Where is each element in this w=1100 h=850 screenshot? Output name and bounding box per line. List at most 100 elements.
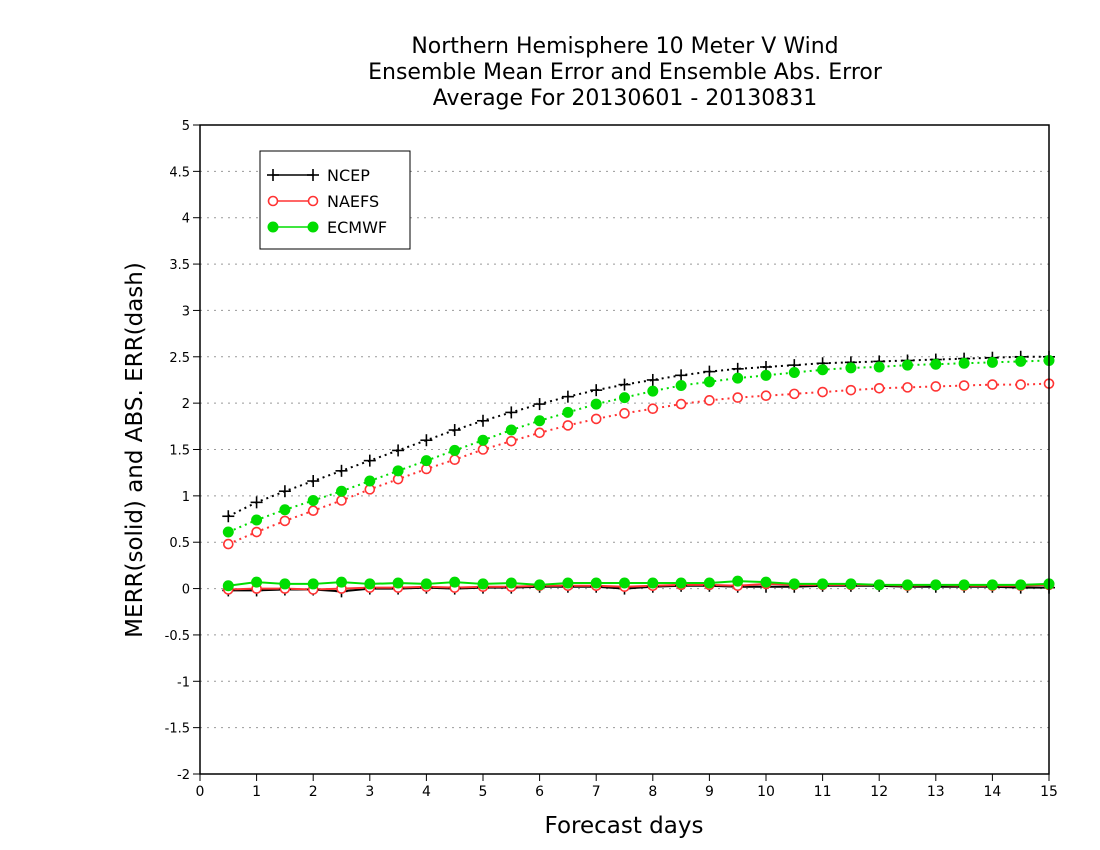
ecmwf-mean-error-point xyxy=(392,577,404,589)
x-tick-label: 11 xyxy=(814,784,832,800)
y-tick-label: 1 xyxy=(182,490,190,505)
ecmwf-abs-error-point xyxy=(364,475,376,487)
ecmwf-mean-error-point xyxy=(788,578,800,590)
naefs-abs-error-point xyxy=(505,435,517,447)
ecmwf-abs-error-point xyxy=(958,357,970,369)
naefs-abs-error-point xyxy=(788,388,800,400)
ncep-abs-error-point xyxy=(703,365,716,378)
ecmwf-mean-error-point xyxy=(222,580,234,592)
y-tick-label: -1.5 xyxy=(165,722,190,737)
x-tick-label: 5 xyxy=(479,784,488,800)
naefs-abs-error-point xyxy=(732,392,744,403)
y-tick-label: 4 xyxy=(182,212,190,227)
x-tick-label: 2 xyxy=(309,784,318,800)
naefs-abs-error-point xyxy=(449,454,461,465)
naefs-abs-error-point xyxy=(930,381,942,392)
naefs-abs-error-point xyxy=(958,380,970,391)
ecmwf-abs-error-point xyxy=(477,434,489,446)
naefs-abs-error-point xyxy=(562,420,574,431)
naefs-abs-error-point xyxy=(477,444,489,455)
legend-naefs-label: NAEFS xyxy=(327,192,379,211)
x-tick-label: 6 xyxy=(535,784,544,800)
legend-ncep-marker-right xyxy=(307,169,319,181)
ecmwf-mean-error-point xyxy=(477,578,489,590)
ecmwf-abs-error-point xyxy=(675,380,687,392)
ncep-abs-error-point xyxy=(420,434,433,447)
naefs-abs-error-point xyxy=(760,390,772,402)
ecmwf-abs-error-point xyxy=(449,444,461,456)
ecmwf-mean-error-point xyxy=(873,579,885,591)
naefs-abs-error-point xyxy=(1015,379,1027,390)
ncep-abs-error-point xyxy=(448,424,461,437)
series-layer xyxy=(222,350,1055,598)
ncep-abs-error-point xyxy=(533,398,546,411)
ecmwf-abs-error-point xyxy=(251,514,263,526)
y-tick-label: 3 xyxy=(182,304,190,319)
ecmwf-abs-error-point xyxy=(703,376,715,388)
legend: NCEP NAEFS ECMWF xyxy=(259,150,411,250)
ncep-abs-error-line xyxy=(227,355,1049,518)
naefs-abs-error-point xyxy=(647,403,659,415)
legend-naefs-marker-left xyxy=(267,195,279,207)
ecmwf-abs-error-point xyxy=(505,424,517,436)
legend-ncep-label: NCEP xyxy=(327,166,370,185)
naefs-abs-error-point xyxy=(675,398,687,410)
naefs-abs-error-point xyxy=(590,413,602,425)
ecmwf-mean-error-point xyxy=(336,576,347,588)
naefs-abs-error-point xyxy=(307,505,319,516)
ecmwf-abs-error-point xyxy=(590,398,602,410)
naefs-abs-error-point xyxy=(704,395,715,406)
legend-box xyxy=(259,150,411,250)
ncep-abs-error-point xyxy=(646,373,659,386)
naefs-abs-error-point xyxy=(251,526,262,538)
ecmwf-mean-error-point xyxy=(930,579,942,591)
ecmwf-mean-error-point xyxy=(732,575,744,587)
x-tick-label: 8 xyxy=(648,784,657,800)
legend-ncep-marker-left xyxy=(267,169,279,181)
grid-layer xyxy=(200,170,1049,729)
ncep-abs-error-point xyxy=(477,414,489,427)
ncep-abs-error-point xyxy=(222,510,235,523)
chart-title-line-3: Average For 20130601 - 20130831 xyxy=(432,86,818,111)
y-tick-label: 2.5 xyxy=(169,351,190,366)
y-tick-label: 3.5 xyxy=(169,258,190,273)
naefs-abs-error-point xyxy=(336,495,347,506)
y-tick-label: 4.5 xyxy=(169,165,190,180)
ecmwf-mean-error-point xyxy=(364,578,376,590)
y-tick-label: 5 xyxy=(182,119,190,134)
ecmwf-abs-error-point xyxy=(392,465,404,477)
naefs-abs-error-point xyxy=(279,515,291,527)
ecmwf-abs-error-point xyxy=(788,367,800,379)
ecmwf-abs-error-point xyxy=(1015,355,1027,367)
ncep-abs-error-point xyxy=(307,475,320,488)
ncep-abs-error-point xyxy=(590,384,603,397)
naefs-abs-error-point xyxy=(845,384,857,396)
naefs-abs-error-point xyxy=(987,379,998,390)
naefs-abs-error-point xyxy=(873,383,885,394)
x-tick-label: 4 xyxy=(422,784,431,800)
ecmwf-mean-error-point xyxy=(845,578,857,590)
ecmwf-abs-error-point xyxy=(647,385,659,397)
chart-title: Northern Hemisphere 10 Meter V Wind Ense… xyxy=(0,34,1100,112)
legend-naefs-marker-right xyxy=(307,195,319,207)
ecmwf-mean-error-point xyxy=(1015,579,1027,591)
legend-ecmwf-marker-right xyxy=(307,221,319,233)
ecmwf-mean-error-point xyxy=(619,577,630,589)
x-tick-label: 13 xyxy=(927,784,945,800)
ecmwf-abs-error-point xyxy=(336,485,347,497)
x-axis-label: Forecast days xyxy=(545,813,704,839)
ecmwf-mean-error-point xyxy=(279,578,291,590)
y-tick-label: 0 xyxy=(182,583,190,598)
ecmwf-mean-error-point xyxy=(420,578,432,590)
x-tick-label: 3 xyxy=(365,784,374,800)
x-tick-label: 15 xyxy=(1040,784,1058,800)
ecmwf-abs-error-point xyxy=(534,415,546,427)
ecmwf-mean-error-line xyxy=(228,580,1050,587)
ecmwf-abs-error-point xyxy=(986,356,998,368)
legend-ecmwf-label: ECMWF xyxy=(327,218,387,237)
ecmwf-mean-error-point xyxy=(534,579,546,591)
ecmwf-mean-error-point xyxy=(986,579,998,591)
ecmwf-abs-error-point xyxy=(902,359,913,371)
ecmwf-mean-error-point xyxy=(562,577,574,589)
